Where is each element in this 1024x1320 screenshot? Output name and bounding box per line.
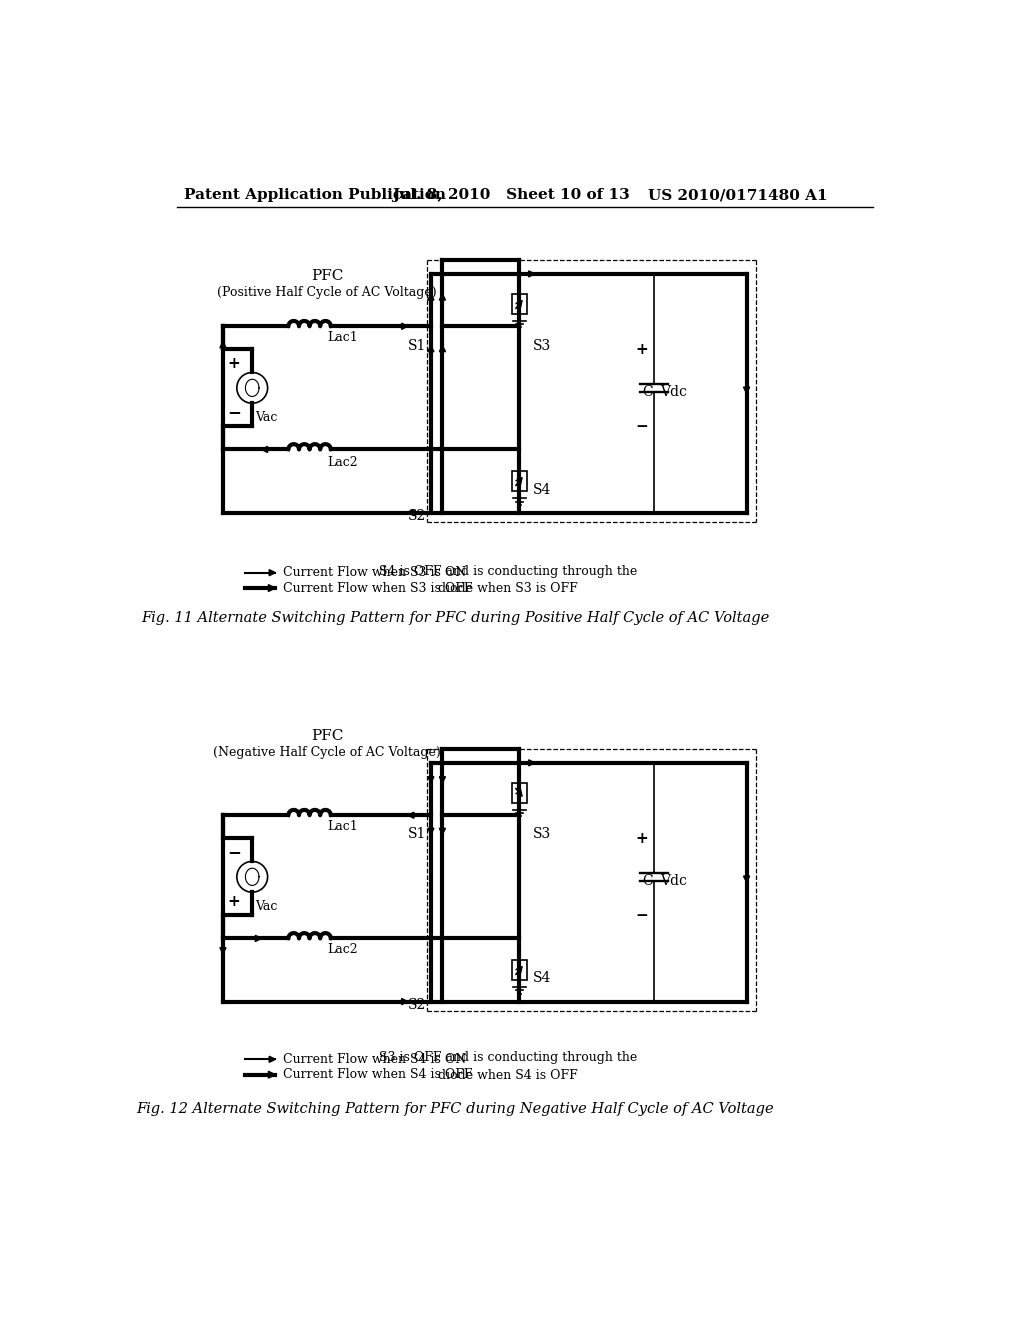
Polygon shape (428, 294, 434, 300)
Polygon shape (428, 346, 434, 351)
Text: Current Flow when S4 is OFF: Current Flow when S4 is OFF (283, 1068, 472, 1081)
Text: S2: S2 (408, 998, 426, 1012)
Text: Current Flow when S3 is OFF: Current Flow when S3 is OFF (283, 582, 472, 594)
Polygon shape (439, 346, 445, 351)
Polygon shape (268, 585, 275, 591)
Polygon shape (408, 812, 414, 818)
Text: (Negative Half Cycle of AC Voltage): (Negative Half Cycle of AC Voltage) (213, 746, 440, 759)
Text: +: + (636, 830, 648, 846)
Bar (512, 294, 527, 314)
Text: Fig. 12 Alternate Switching Pattern for PFC during Negative Half Cycle of AC Vol: Fig. 12 Alternate Switching Pattern for … (136, 1102, 774, 1117)
Polygon shape (439, 776, 445, 783)
Text: −: − (227, 404, 242, 421)
Polygon shape (401, 323, 408, 330)
Polygon shape (528, 760, 535, 766)
Text: S3: S3 (534, 828, 552, 841)
Polygon shape (743, 387, 750, 393)
Polygon shape (269, 1056, 275, 1063)
Text: Lac2: Lac2 (327, 455, 357, 469)
Text: PFC: PFC (310, 269, 343, 284)
Text: Vac: Vac (255, 900, 278, 913)
Bar (512, 471, 527, 491)
Text: Vdc: Vdc (660, 384, 687, 399)
Text: +: + (227, 355, 241, 371)
Text: −: − (636, 908, 648, 923)
Text: Jul. 8, 2010   Sheet 10 of 13: Jul. 8, 2010 Sheet 10 of 13 (392, 189, 630, 202)
Polygon shape (261, 446, 267, 453)
Polygon shape (439, 829, 445, 834)
Text: C: C (642, 874, 652, 887)
Polygon shape (220, 948, 226, 954)
Polygon shape (408, 510, 414, 516)
Text: S1: S1 (408, 338, 426, 352)
Text: Lac2: Lac2 (327, 944, 357, 957)
Text: (Positive Half Cycle of AC Voltage): (Positive Half Cycle of AC Voltage) (217, 286, 436, 298)
Text: PFC: PFC (310, 729, 343, 743)
Polygon shape (743, 876, 750, 882)
Polygon shape (269, 570, 275, 576)
Text: S2: S2 (408, 510, 426, 524)
Bar (512, 960, 527, 979)
Polygon shape (401, 998, 408, 1005)
Text: S3: S3 (534, 338, 552, 352)
Text: Lac1: Lac1 (327, 331, 357, 345)
Text: Current Flow when S3 is ON: Current Flow when S3 is ON (283, 566, 466, 579)
Polygon shape (220, 342, 226, 348)
Text: C: C (642, 384, 652, 399)
Text: diode when S4 is OFF: diode when S4 is OFF (438, 1069, 578, 1082)
Text: +: + (227, 894, 241, 909)
Text: S4: S4 (534, 483, 552, 496)
Text: S1: S1 (408, 828, 426, 841)
Text: +: + (636, 342, 648, 356)
Polygon shape (439, 294, 445, 300)
Text: Patent Application Publication: Patent Application Publication (184, 189, 446, 202)
Text: S4: S4 (534, 972, 552, 986)
Polygon shape (428, 776, 434, 783)
Polygon shape (255, 936, 261, 941)
Text: S3 is OFF and is conducting through the: S3 is OFF and is conducting through the (379, 1051, 637, 1064)
Text: Fig. 11 Alternate Switching Pattern for PFC during Positive Half Cycle of AC Vol: Fig. 11 Alternate Switching Pattern for … (141, 611, 770, 626)
Text: Vdc: Vdc (660, 874, 687, 887)
Polygon shape (428, 829, 434, 834)
Text: diode when S3 is OFF: diode when S3 is OFF (438, 582, 578, 595)
Text: Current Flow when S4 is ON: Current Flow when S4 is ON (283, 1053, 466, 1065)
Text: S4 is OFF and is conducting through the: S4 is OFF and is conducting through the (379, 565, 637, 578)
Text: US 2010/0171480 A1: US 2010/0171480 A1 (648, 189, 827, 202)
Bar (512, 783, 527, 803)
Text: Vac: Vac (255, 411, 278, 424)
Text: Lac1: Lac1 (327, 820, 357, 833)
Polygon shape (268, 1072, 275, 1078)
Text: −: − (636, 418, 648, 434)
Polygon shape (528, 271, 535, 277)
Text: −: − (227, 843, 242, 861)
